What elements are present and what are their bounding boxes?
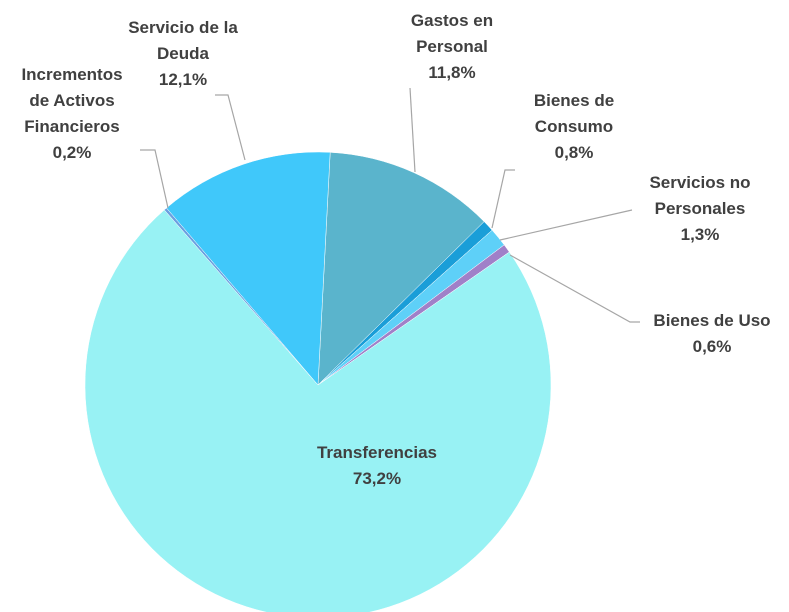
- category-label: Servicio de la Deuda: [128, 18, 238, 63]
- slice-label: Gastos en Personal 11,8%: [397, 8, 507, 86]
- slice-label: Servicio de la Deuda 12,1%: [113, 15, 253, 93]
- category-label: Incrementos de Activos Financieros: [21, 65, 123, 136]
- slice-label: Bienes de Uso 0,6%: [632, 308, 789, 360]
- value-label: 11,8%: [428, 63, 476, 82]
- category-label: Transferencias: [316, 443, 437, 462]
- value-label: 73,2%: [352, 469, 402, 488]
- pie-slice: [166, 151, 331, 386]
- category-label: Servicios no Personales: [649, 173, 751, 218]
- pie-slice: [84, 209, 552, 612]
- category-label: Bienes de Uso: [653, 311, 771, 330]
- leader-line: [140, 149, 169, 209]
- pie-slice: [317, 152, 485, 386]
- leader-line: [509, 254, 640, 323]
- leader-line: [491, 169, 515, 229]
- leader-line: [215, 94, 246, 161]
- category-label: Bienes de Consumo: [533, 91, 615, 136]
- slice-label: Bienes de Consumo 0,8%: [524, 88, 624, 166]
- slice-label: Transferencias 73,2%: [277, 440, 477, 492]
- value-label: 0,2%: [52, 143, 92, 162]
- leader-line: [499, 209, 633, 241]
- category-label: Gastos en Personal: [410, 11, 494, 56]
- slice-label: Incrementos de Activos Financieros 0,2%: [17, 62, 127, 166]
- slice-label: Servicios no Personales 1,3%: [635, 170, 765, 248]
- value-label: 1,3%: [680, 225, 720, 244]
- value-label: 0,6%: [692, 337, 732, 356]
- value-label: 12,1%: [158, 70, 208, 89]
- leader-line: [409, 87, 416, 173]
- value-label: 0,8%: [554, 143, 594, 162]
